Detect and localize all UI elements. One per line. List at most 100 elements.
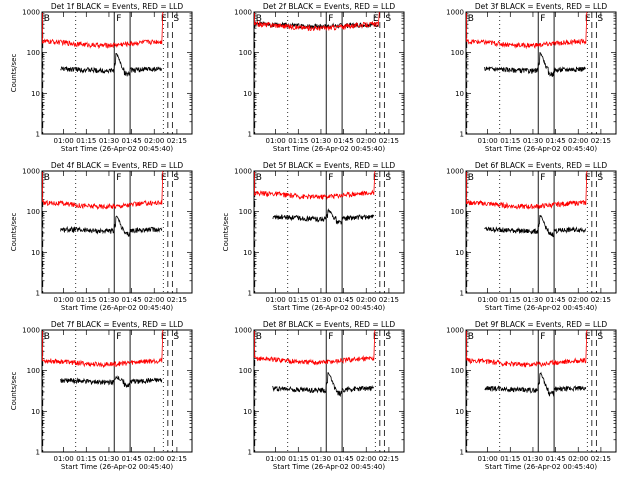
x-tick-label: 02:15 [591, 137, 611, 145]
y-tick-label: 100 [239, 208, 252, 216]
series-events [484, 214, 587, 238]
marker-label-e: E [585, 173, 591, 183]
series-lld [42, 11, 164, 49]
y-tick-label: 1000 [234, 327, 252, 335]
marker-label-f: F [328, 173, 333, 183]
x-tick-label: 01:00 [478, 455, 498, 463]
x-tick-label: 01:15 [288, 137, 308, 145]
panel-det-9: Det 9f BLACK = Events, RED = LLD 1 10 100 10… [446, 320, 617, 471]
marker-label-e: E [373, 332, 379, 342]
y-tick-label: 1000 [234, 168, 252, 176]
plot-frame [41, 11, 193, 135]
marker-label-s: S [385, 332, 391, 342]
x-tick-label: 01:30 [311, 455, 331, 463]
x-tick-label: 01:30 [311, 137, 331, 145]
marker-label-b: B [44, 14, 50, 24]
marker-label-e: E [161, 14, 167, 24]
marker-label-e: E [585, 14, 591, 24]
x-tick-label: 01:45 [122, 137, 142, 145]
x-tick-label: 02:15 [167, 137, 187, 145]
panel-det-2: Det 2f BLACK = Events, RED = LLD 1 10 100 10… [234, 2, 405, 153]
series-events [484, 52, 586, 78]
x-axis-label: Start Time (26-Apr-02 00:45:40) [485, 463, 597, 471]
panel-det-4: Det 4f BLACK = Events, RED = LLD 1 10 100 10… [10, 161, 193, 312]
x-tick-label: 01:00 [266, 296, 286, 304]
x-axis-label: Start Time (26-Apr-02 00:45:40) [273, 145, 385, 153]
y-tick-label: 10 [243, 408, 252, 416]
x-tick-label: 01:15 [288, 455, 308, 463]
x-axis-label: Start Time (26-Apr-02 00:45:40) [61, 145, 173, 153]
x-tick-label: 02:00 [568, 296, 588, 304]
x-tick-label: 01:30 [311, 296, 331, 304]
x-tick-label: 01:30 [523, 455, 543, 463]
panel-det-3: Det 3f BLACK = Events, RED = LLD 1 10 100 10… [446, 2, 617, 153]
marker-label-f: F [116, 332, 121, 342]
x-tick-label: 01:15 [76, 296, 96, 304]
x-tick-label: 01:00 [478, 137, 498, 145]
panel-title: Det 6f BLACK = Events, RED = LLD [475, 161, 608, 170]
series-lld [466, 170, 588, 210]
series-lld [254, 329, 376, 366]
y-tick-label: 1000 [446, 327, 464, 335]
x-axis-label: Start Time (26-Apr-02 00:45:40) [485, 145, 597, 153]
marker-label-f: F [540, 173, 545, 183]
marker-label-s: S [385, 14, 391, 24]
x-tick-label: 02:00 [356, 296, 376, 304]
y-tick-label: 1000 [446, 168, 464, 176]
marker-label-s: S [597, 173, 603, 183]
x-tick-label: 01:15 [76, 455, 96, 463]
panel-det-1: Det 1f BLACK = Events, RED = LLD 1 10 100 10… [10, 2, 193, 153]
x-tick-label: 01:45 [122, 296, 142, 304]
marker-label-f: F [540, 14, 545, 24]
y-tick-label: 100 [451, 49, 464, 57]
x-tick-label: 01:15 [76, 137, 96, 145]
plot-frame [41, 329, 193, 453]
y-tick-label: 1 [36, 290, 40, 298]
y-tick-label: 100 [239, 49, 252, 57]
marker-label-s: S [597, 14, 603, 24]
y-tick-label: 1 [248, 290, 252, 298]
marker-label-b: B [44, 173, 50, 183]
y-tick-label: 100 [451, 367, 464, 375]
x-axis-label: Start Time (26-Apr-02 00:45:40) [61, 463, 173, 471]
plot-frame [465, 11, 617, 135]
plot-frame [41, 170, 193, 294]
x-tick-label: 01:45 [334, 455, 354, 463]
y-tick-label: 1 [36, 131, 40, 139]
y-tick-label: 100 [239, 367, 252, 375]
marker-label-e: E [585, 332, 591, 342]
x-axis-label: Start Time (26-Apr-02 00:45:40) [273, 304, 385, 312]
x-tick-label: 02:15 [591, 296, 611, 304]
y-tick-label: 1 [460, 290, 464, 298]
plot-frame [253, 329, 405, 453]
panel-det-5: Det 5f BLACK = Events, RED = LLD 1 10 100 10… [222, 161, 405, 312]
marker-label-f: F [116, 173, 121, 183]
series-events [484, 371, 587, 397]
x-tick-label: 02:15 [591, 455, 611, 463]
y-tick-label: 10 [31, 408, 40, 416]
x-tick-label: 01:45 [546, 137, 566, 145]
x-tick-label: 01:45 [334, 137, 354, 145]
y-tick-label: 10 [455, 249, 464, 257]
y-tick-label: 10 [243, 249, 252, 257]
y-tick-label: 100 [451, 208, 464, 216]
series-events [60, 52, 163, 77]
y-tick-label: 1000 [22, 327, 40, 335]
series-lld [254, 11, 380, 32]
y-tick-label: 1000 [234, 9, 252, 17]
marker-label-b: B [256, 332, 262, 342]
marker-label-b: B [468, 173, 474, 183]
marker-label-b: B [256, 173, 262, 183]
x-tick-label: 02:15 [379, 137, 399, 145]
plot-frame [253, 11, 405, 135]
marker-label-e: E [161, 332, 167, 342]
x-tick-label: 01:45 [334, 296, 354, 304]
plot-frame [465, 170, 617, 294]
x-tick-label: 01:00 [54, 296, 74, 304]
x-tick-label: 02:15 [167, 455, 187, 463]
x-tick-label: 01:45 [546, 296, 566, 304]
x-tick-label: 02:00 [144, 455, 164, 463]
x-tick-label: 02:00 [144, 137, 164, 145]
x-tick-label: 01:15 [288, 296, 308, 304]
